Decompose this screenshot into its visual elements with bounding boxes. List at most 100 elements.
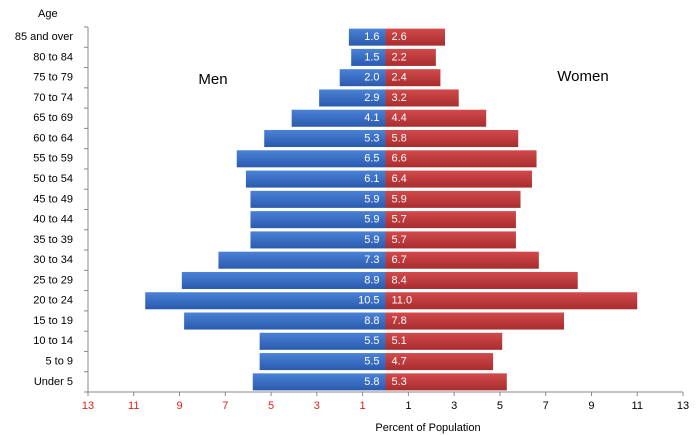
x-tick-label: 9	[176, 400, 182, 412]
value-label: 5.9	[364, 193, 379, 205]
bar	[385, 373, 507, 391]
annotation: Men	[198, 71, 227, 88]
value-label: 5.9	[392, 193, 407, 205]
y-tick-label: 55 to 59	[33, 153, 73, 165]
annotation: Women	[557, 68, 608, 85]
x-tick-label: 1	[405, 400, 411, 412]
value-label: 3.2	[392, 92, 407, 104]
y-tick-label: 80 to 84	[33, 51, 73, 63]
bar	[348, 28, 386, 46]
bar	[385, 332, 503, 350]
bar	[184, 312, 386, 330]
value-label: 5.3	[392, 376, 407, 388]
x-tick-label: 3	[451, 400, 457, 412]
bar	[385, 211, 516, 229]
value-label: 8.8	[364, 315, 379, 327]
value-label: 2.2	[392, 51, 407, 63]
bar	[385, 353, 494, 371]
y-tick-label: 70 to 74	[33, 92, 73, 104]
y-tick-label: 10 to 14	[33, 335, 73, 347]
bar	[259, 332, 386, 350]
value-label: 1.6	[364, 31, 379, 43]
y-tick-label: 5 to 9	[45, 355, 73, 367]
bar	[385, 170, 532, 188]
y-tick-label: 75 to 79	[33, 72, 73, 84]
value-label: 6.7	[392, 254, 407, 266]
value-label: 5.7	[392, 214, 407, 226]
value-label: 1.5	[364, 51, 379, 63]
x-tick-label: 7	[543, 400, 549, 412]
bar	[250, 190, 386, 208]
bar	[218, 251, 386, 269]
bar	[245, 170, 386, 188]
x-tick-label: 5	[497, 400, 503, 412]
bar	[351, 48, 386, 66]
value-label: 7.3	[364, 254, 379, 266]
bar	[250, 231, 386, 249]
y-tick-label: 50 to 54	[33, 173, 73, 185]
bar	[385, 292, 638, 310]
bar	[385, 130, 519, 148]
value-label: 4.1	[364, 112, 379, 124]
x-tick-label: 11	[128, 400, 139, 412]
value-label: 11.0	[392, 295, 413, 307]
y-tick-label: 40 to 44	[33, 214, 73, 226]
x-tick-label: 13	[677, 400, 689, 412]
bar	[236, 150, 386, 168]
value-label: 2.6	[392, 31, 407, 43]
value-label: 8.4	[392, 274, 407, 286]
y-tick-label: 60 to 64	[33, 132, 73, 144]
y-tick-label: 45 to 49	[33, 193, 73, 205]
y-tick-label: 25 to 29	[33, 274, 73, 286]
bar	[250, 211, 386, 229]
value-label: 5.8	[392, 132, 407, 144]
x-axis-label: Percent of Population	[375, 422, 480, 434]
x-tick-label: 7	[222, 400, 228, 412]
bar	[181, 271, 386, 289]
x-tick-label: 3	[314, 400, 320, 412]
y-tick-label: 65 to 69	[33, 112, 73, 124]
value-label: 6.5	[364, 153, 379, 165]
bar	[252, 373, 386, 391]
x-tick-label: 13	[82, 400, 94, 412]
bar	[385, 48, 436, 66]
value-label: 5.7	[392, 234, 407, 246]
bar	[385, 231, 516, 249]
value-label: 5.9	[364, 214, 379, 226]
y-tick-label: 30 to 34	[33, 254, 73, 266]
y-tick-label: 35 to 39	[33, 234, 73, 246]
bar	[319, 89, 386, 107]
value-label: 10.5	[358, 295, 379, 307]
bar	[385, 89, 459, 107]
x-tick-label: 5	[268, 400, 274, 412]
value-label: 5.3	[364, 132, 379, 144]
value-label: 7.8	[392, 315, 407, 327]
bar	[385, 150, 537, 168]
value-label: 5.9	[364, 234, 379, 246]
bar	[259, 353, 386, 371]
value-label: 4.7	[392, 355, 407, 367]
value-label: 8.9	[364, 274, 379, 286]
value-label: 2.4	[392, 72, 407, 84]
x-tick-label: 9	[588, 400, 594, 412]
value-label: 6.4	[392, 173, 407, 185]
bar	[145, 292, 386, 310]
y-tick-label: 15 to 19	[33, 315, 73, 327]
value-label: 6.6	[392, 153, 407, 165]
bar	[264, 130, 386, 148]
value-label: 5.5	[364, 335, 379, 347]
y-tick-label: 85 and over	[15, 31, 73, 43]
bar	[339, 69, 386, 87]
value-label: 6.1	[364, 173, 379, 185]
y-tick-label: Under 5	[34, 376, 73, 388]
bar	[291, 109, 386, 127]
y-tick-label: 20 to 24	[33, 295, 73, 307]
bar	[385, 28, 445, 46]
value-label: 5.5	[364, 355, 379, 367]
bar	[385, 271, 578, 289]
bar	[385, 251, 539, 269]
bar	[385, 109, 487, 127]
value-label: 5.1	[392, 335, 407, 347]
value-label: 2.9	[364, 92, 379, 104]
